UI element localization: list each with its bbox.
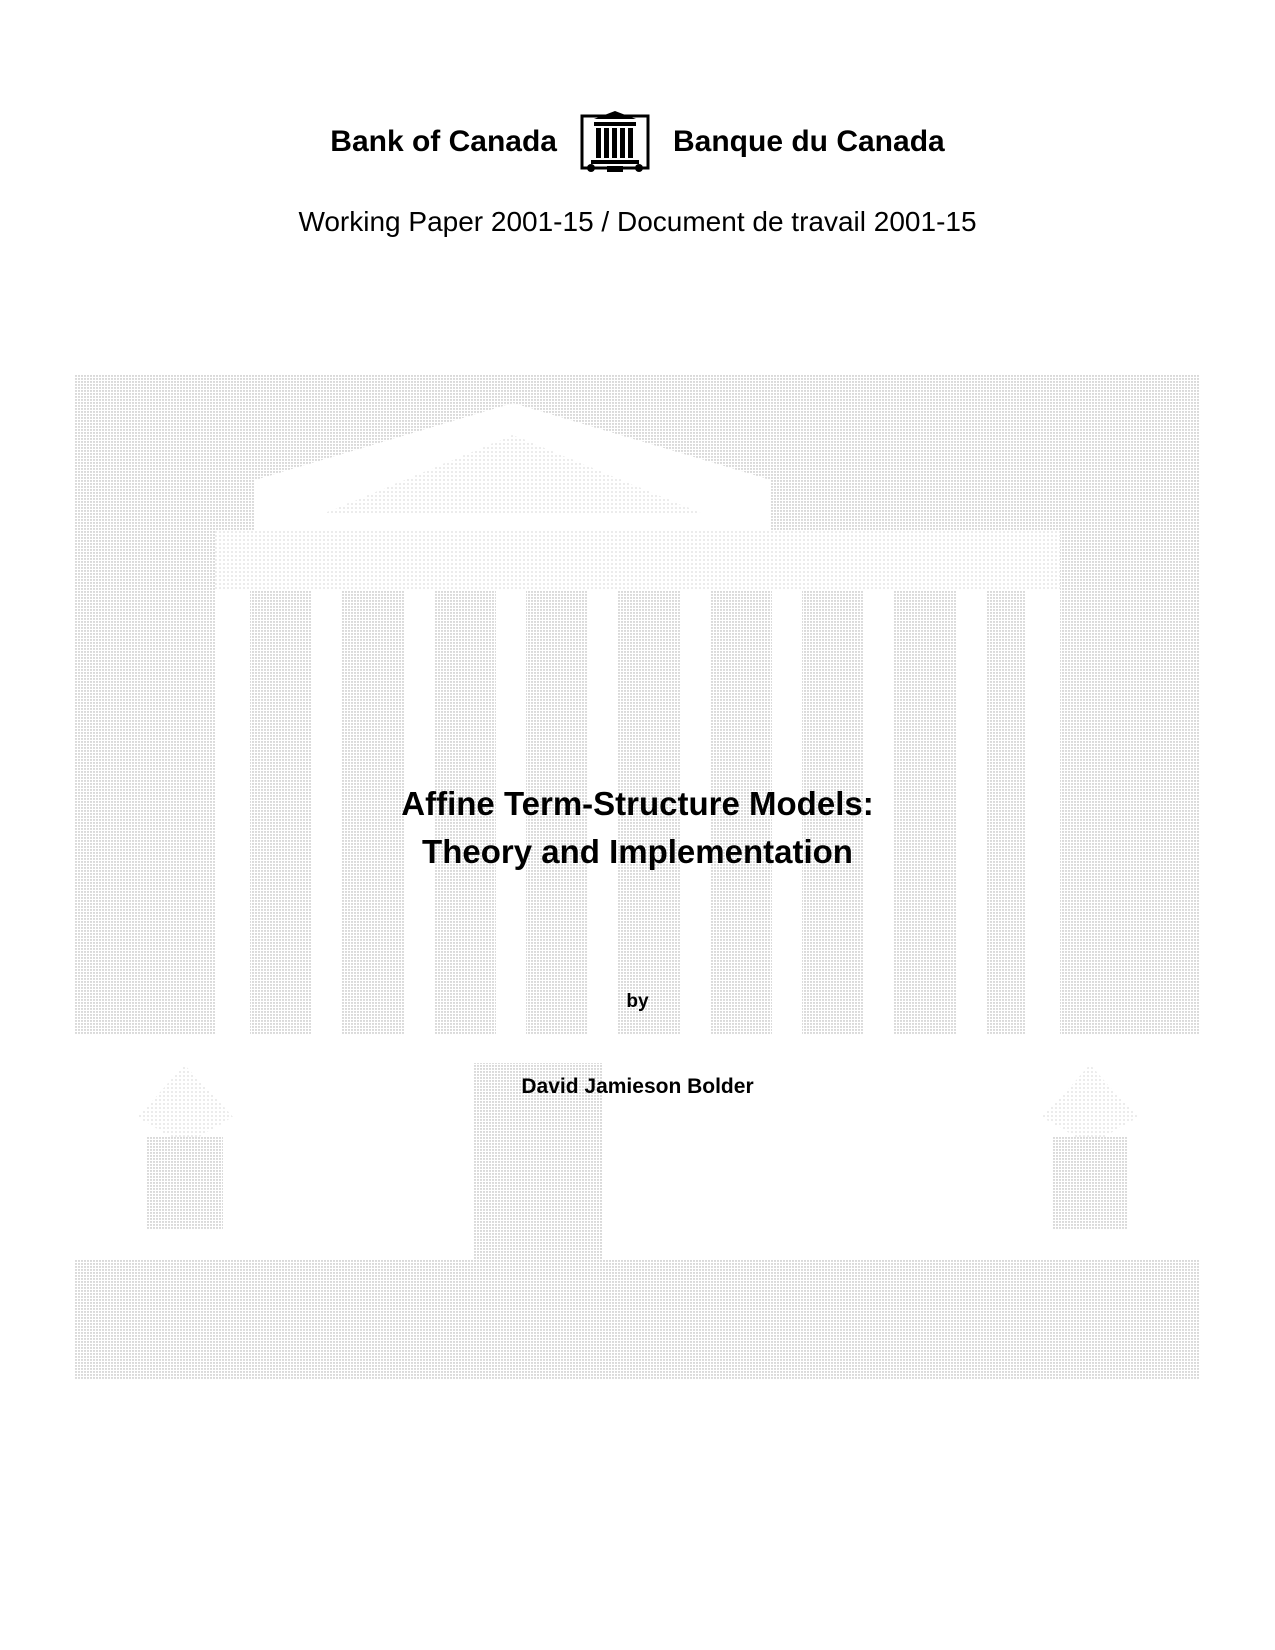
cover-illustration: Affine Term-Structure Models: Theory and… — [75, 375, 1200, 1415]
paper-title: Affine Term-Structure Models: Theory and… — [75, 780, 1200, 876]
series-identifier: Working Paper 2001-15 / Document de trav… — [0, 206, 1275, 238]
by-label: by — [75, 991, 1200, 1013]
paper-title-line-1: Affine Term-Structure Models: — [401, 785, 873, 822]
org-name-en: Bank of Canada — [330, 125, 557, 159]
author-name: David Jamieson Bolder — [75, 1075, 1200, 1099]
org-name-fr: Banque du Canada — [673, 125, 945, 159]
bank-building-logo-icon — [579, 110, 651, 174]
paper-title-line-2: Theory and Implementation — [422, 833, 853, 870]
